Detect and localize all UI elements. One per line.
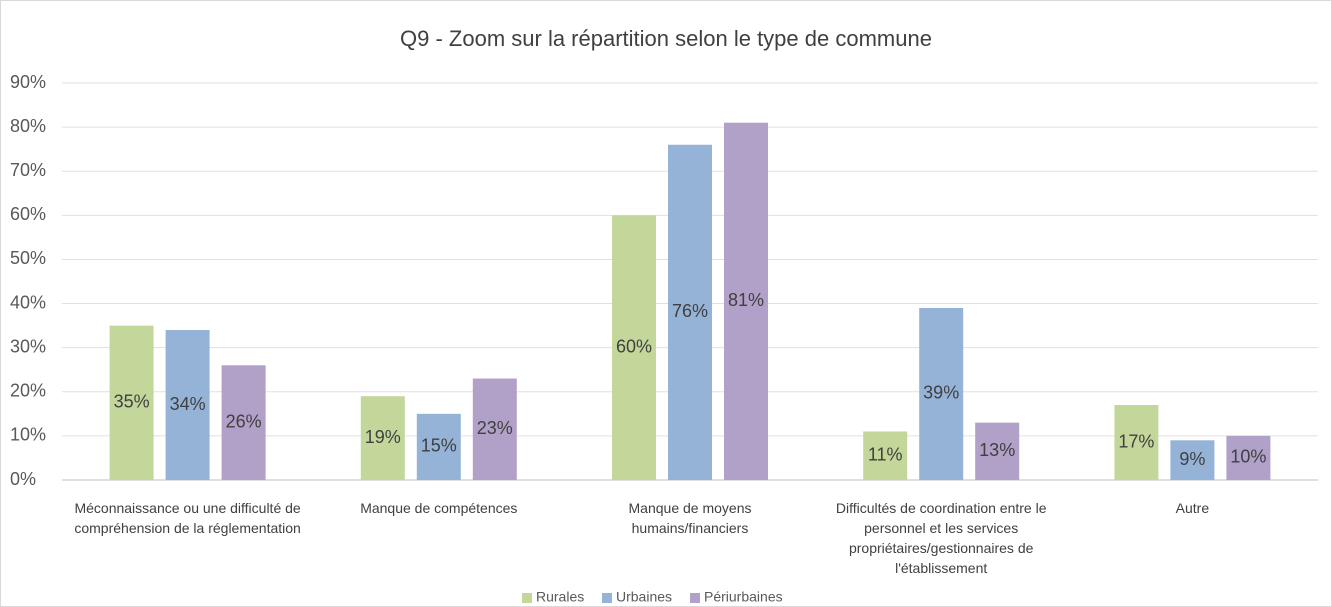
chart-title: Q9 - Zoom sur la répartition selon le ty…: [400, 26, 932, 51]
bar: [1170, 440, 1215, 480]
data-label: 35%: [114, 392, 150, 412]
bar: [1226, 435, 1271, 480]
data-label: 19%: [365, 427, 401, 447]
bar: [724, 122, 768, 480]
x-tick-label: Méconnaissance ou une difficulté de comp…: [74, 500, 301, 536]
bar: [416, 413, 461, 480]
data-label: 23%: [477, 418, 513, 438]
data-label: 13%: [979, 440, 1015, 460]
data-label: 17%: [1118, 431, 1154, 451]
legend-swatch: [690, 593, 700, 603]
x-tick-label: Manque de moyens humains/financiers: [628, 500, 752, 536]
data-label: 15%: [421, 436, 457, 456]
bar: [668, 144, 712, 480]
data-label: 26%: [226, 411, 262, 431]
bar: [1114, 405, 1159, 480]
data-label: 76%: [672, 301, 708, 321]
bar: [360, 396, 405, 480]
data-label: 81%: [728, 290, 764, 310]
y-tick-label: 90%: [10, 72, 46, 92]
data-label: 9%: [1179, 449, 1205, 469]
y-tick-label: 60%: [10, 204, 46, 224]
y-tick-label: 40%: [10, 292, 46, 312]
bar: [863, 431, 908, 480]
y-tick-label: 10%: [10, 425, 46, 445]
bar: [109, 325, 154, 480]
data-label: 39%: [923, 383, 959, 403]
bar: [472, 378, 517, 480]
legend-swatch: [522, 593, 532, 603]
bar: [612, 215, 656, 481]
y-tick-label: 30%: [10, 336, 46, 356]
y-tick-label: 20%: [10, 381, 46, 401]
legend-label: Périurbaines: [704, 589, 783, 605]
y-tick-label: 80%: [10, 116, 46, 136]
x-tick-label: Manque de compétences: [360, 500, 518, 516]
bar: [221, 365, 266, 480]
legend-label: Rurales: [536, 589, 584, 605]
x-tick-label: Autre: [1175, 500, 1210, 516]
y-tick-label: 0%: [10, 469, 36, 489]
bar: [919, 307, 964, 480]
y-tick-label: 70%: [10, 160, 46, 180]
data-label: 34%: [170, 394, 206, 414]
legend-label: Urbaines: [616, 589, 672, 605]
bar: [165, 330, 210, 480]
data-label: 11%: [868, 444, 903, 464]
bar: [975, 422, 1020, 480]
y-tick-label: 50%: [10, 248, 46, 268]
data-label: 10%: [1230, 447, 1266, 467]
legend-swatch: [602, 593, 612, 603]
x-tick-label: Difficultés de coordination entre le per…: [835, 500, 1047, 576]
data-label: 60%: [616, 336, 652, 356]
